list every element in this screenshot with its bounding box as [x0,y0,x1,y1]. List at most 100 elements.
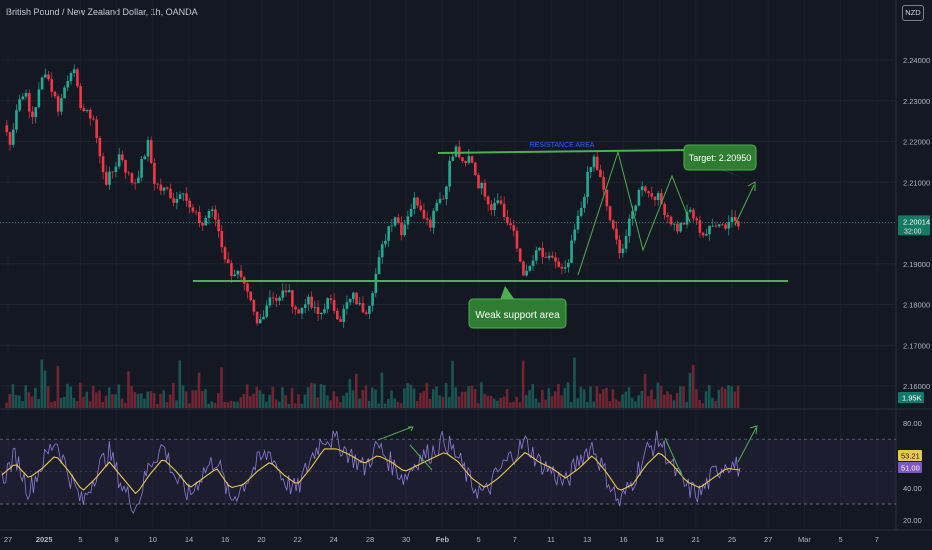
candle [15,110,18,130]
candle [307,296,310,305]
candle [204,217,208,226]
volume-bar [69,386,72,408]
volume-bar [656,382,660,408]
x-tick-label: 24 [330,535,338,544]
volume-bar [627,387,631,408]
target-label: Target: 2.20950 [689,153,752,163]
candle [300,307,304,314]
volume-bar [348,378,352,408]
candle [592,156,596,168]
volume-bar [470,385,474,408]
volume-bar [531,383,535,408]
volume-bar [701,403,705,408]
candle [567,262,570,268]
volume-bar [688,372,692,408]
rsi-value-label: 53.21 [901,452,920,461]
volume-bar [483,393,486,408]
volume-bar [46,386,50,408]
x-tick-label: Mar [798,535,811,544]
volume-bar [480,382,483,408]
candle [297,309,301,314]
volume-bar [371,387,374,408]
candle [554,257,557,262]
candle [464,161,467,163]
volume-bar [34,387,37,408]
countdown-label: 32:00 [904,228,922,235]
volume-bar [691,364,695,408]
volume-bar [377,403,381,408]
resistance-label: RESISTANCE AREA [530,142,595,149]
candle [130,173,134,183]
candle [342,308,346,322]
candle [621,248,625,254]
candle [11,129,15,145]
volume-bar [736,385,740,408]
currency-button[interactable]: NZD [902,5,924,21]
candle [666,215,670,217]
candle [127,172,131,174]
volume-bar [313,383,316,408]
rsi-badge [898,462,922,473]
volume-bar [120,398,124,408]
candle [602,177,605,190]
volume-bar [98,390,101,408]
candle [473,162,477,175]
x-tick-label: 7 [513,535,517,544]
candles [5,64,740,328]
volume-bar [265,401,268,408]
volume-bar [50,402,53,408]
candle [541,247,544,258]
candle [618,239,621,254]
volume-bar [236,401,239,408]
candle [329,298,333,300]
volume-bars [5,357,740,408]
y-tick-label: 2.17000 [903,341,930,350]
volume-bar [476,403,480,408]
candle [586,171,589,197]
candle [486,196,490,205]
volume-bar [605,387,608,408]
volume-bar [123,402,127,408]
candle [371,293,374,306]
candle [692,209,695,219]
candle [676,223,679,232]
volume-bar [682,386,685,408]
candle [124,160,127,173]
candle [34,107,37,118]
candle [547,255,551,258]
volume-bar [184,391,188,408]
volume-bar [364,385,368,408]
candle [422,209,426,219]
volume-bar [704,391,708,408]
volume-bar [422,391,425,408]
candle [441,198,445,200]
volume-bar [714,400,717,408]
candle [640,186,644,191]
volume-bar [310,382,313,408]
candle [249,291,252,301]
candle [377,257,381,274]
rsi-tick-label: 80.00 [903,419,922,428]
volume-bar [521,360,525,408]
candle [355,292,358,305]
x-tick-label: 8 [115,535,119,544]
volume-bar [374,389,377,408]
candle [579,208,583,216]
y-tick-label: 2.16000 [903,382,930,391]
volume-bar [30,396,34,408]
candle [672,223,676,225]
candle [608,206,612,221]
volume-bar [425,382,429,408]
volume-bar [213,402,217,408]
volume-bar [662,394,666,408]
volume-bar [602,389,605,408]
volume-bar [406,383,409,408]
volume-bar [492,398,496,408]
candle [512,225,516,231]
candle [467,156,471,163]
candle [198,211,201,223]
volume-bar [319,384,323,408]
volume-bar [723,388,727,408]
candle [281,290,285,298]
